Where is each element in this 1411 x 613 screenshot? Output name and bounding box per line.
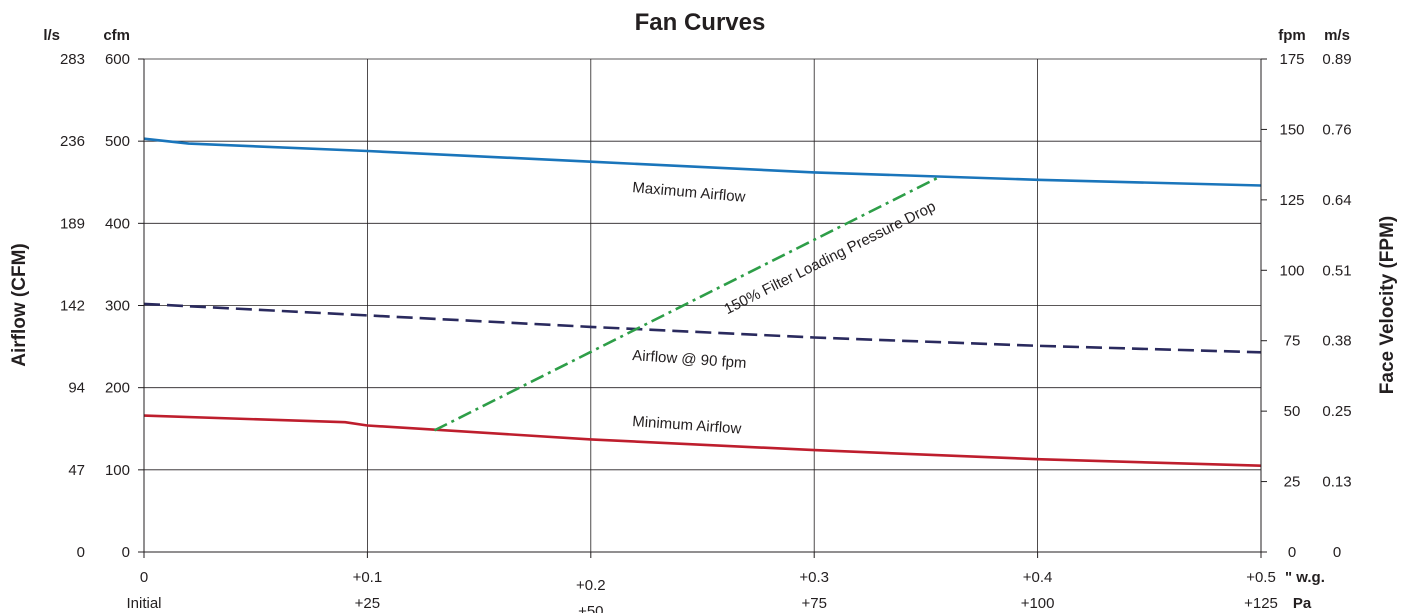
x-tick-label-pa: +100	[1021, 595, 1055, 612]
right-tick-label-ms: 0.25	[1322, 403, 1351, 420]
right-tick-label-ms: 0.89	[1322, 51, 1351, 68]
right-tick-label-ms: 0.64	[1322, 192, 1351, 209]
right-tick-label-fpm: 100	[1279, 262, 1304, 279]
left-tick-label-cfm: 100	[105, 462, 130, 479]
series-label-2: Airflow @ 90 fpm	[632, 347, 747, 372]
series	[143, 137, 1262, 467]
left-tick-label-ls: 47	[68, 462, 85, 479]
left-tick-label-cfm: 0	[122, 544, 130, 561]
x-tick-label-wg: 0	[140, 569, 148, 586]
right-tick-label-ms: 0	[1333, 544, 1341, 561]
series-line-2	[143, 302, 1262, 354]
x-tick-label-pa: Initial	[126, 595, 161, 612]
series-line-4	[433, 176, 938, 432]
right-tick-label-fpm: 50	[1284, 403, 1301, 420]
left-tick-label-ls: 189	[60, 215, 85, 232]
x-bottom-unit: Pa	[1293, 595, 1312, 612]
x-tick-label-wg: +0.1	[353, 569, 383, 586]
right-tick-label-fpm: 25	[1284, 474, 1301, 491]
left-tick-label-cfm: 600	[105, 51, 130, 68]
left-tick-label-cfm: 200	[105, 380, 130, 397]
right-tick-label-fpm: 0	[1288, 544, 1296, 561]
x-tick-label-pa: +25	[355, 595, 380, 612]
left-outer-unit: l/s	[43, 27, 60, 44]
labels: Fan Curves l/s cfm fpm m/s " w.g. Pa Air…	[9, 9, 1398, 613]
chart-title: Fan Curves	[635, 9, 766, 36]
right-tick-label-ms: 0.76	[1322, 121, 1351, 138]
right-tick-label-ms: 0.38	[1322, 333, 1351, 350]
series-label-1: Maximum Airflow	[632, 179, 747, 206]
series-label-4: 150% Filter Loading Pressure Drop	[721, 198, 938, 318]
series-label-3: Minimum Airflow	[632, 413, 742, 438]
right-tick-label-fpm: 125	[1279, 192, 1304, 209]
x-tick-label-wg: +0.4	[1023, 569, 1053, 586]
y2-axis-label: Face Velocity (FPM)	[1377, 216, 1398, 394]
right-outer-unit: m/s	[1324, 27, 1350, 44]
y-axis-label: Airflow (CFM)	[9, 243, 30, 366]
left-tick-label-ls: 236	[60, 133, 85, 150]
series-line-3	[143, 414, 1262, 467]
x-tick-label-pa: +50	[578, 603, 603, 613]
x-tick-label-wg: +0.2	[576, 577, 606, 594]
left-tick-label-ls: 142	[60, 298, 85, 315]
x-tick-label-pa: +125	[1244, 595, 1278, 612]
left-tick-label-cfm: 400	[105, 215, 130, 232]
right-tick-label-fpm: 175	[1279, 51, 1304, 68]
x-tick-label-wg: +0.5	[1246, 569, 1276, 586]
left-tick-label-cfm: 300	[105, 298, 130, 315]
x-tick-label-pa: +75	[801, 595, 826, 612]
x-tick-label-wg: +0.3	[799, 569, 829, 586]
right-tick-label-fpm: 75	[1284, 333, 1301, 350]
grid	[144, 58, 1261, 552]
right-tick-label-fpm: 150	[1279, 121, 1304, 138]
left-inner-unit: cfm	[103, 27, 130, 44]
x-top-unit: " w.g.	[1285, 569, 1325, 586]
axes	[138, 58, 1267, 558]
left-tick-label-ls: 283	[60, 51, 85, 68]
right-inner-unit: fpm	[1278, 27, 1306, 44]
right-tick-label-ms: 0.51	[1322, 262, 1351, 279]
right-tick-label-ms: 0.13	[1322, 474, 1351, 491]
left-tick-label-cfm: 500	[105, 133, 130, 150]
series-line-1	[143, 137, 1262, 187]
left-tick-label-ls: 94	[68, 380, 85, 397]
left-tick-label-ls: 0	[77, 544, 85, 561]
